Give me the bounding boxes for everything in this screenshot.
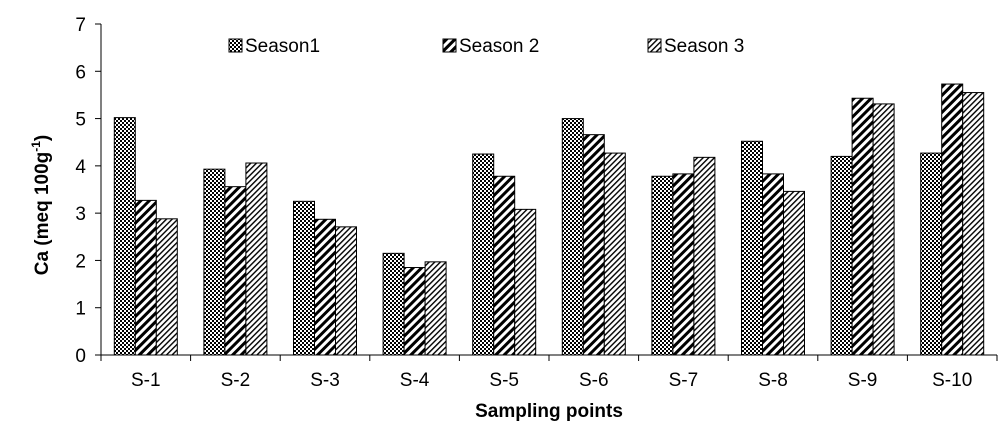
bar-season-3-s-3 bbox=[335, 226, 357, 356]
bar-season1-s-4 bbox=[382, 252, 405, 356]
bar-season-2-s-3 bbox=[314, 218, 336, 356]
bar-season-3-s-2 bbox=[245, 162, 268, 356]
x-tick-label: S-3 bbox=[310, 370, 340, 391]
bar-season-2-s-10 bbox=[941, 83, 964, 356]
x-tick-label: S-10 bbox=[932, 370, 972, 391]
x-tick-label: S-6 bbox=[579, 370, 609, 391]
bar-season-3-s-7 bbox=[693, 156, 716, 356]
y-tick-label: 5 bbox=[75, 110, 86, 131]
legend-swatch bbox=[647, 38, 662, 53]
x-axis: S-1 S-2 S-3 S-4 S-5 S-6 S-7 S-8 S-9 S-10 bbox=[100, 354, 998, 391]
bar-season1-s-10 bbox=[920, 152, 943, 356]
bar-season1-s-1 bbox=[113, 117, 136, 356]
x-tick-label: S-5 bbox=[489, 370, 519, 391]
y-tick-label: 3 bbox=[75, 204, 86, 225]
y-tick-label: 6 bbox=[75, 62, 86, 83]
y-tick-label: 4 bbox=[75, 157, 86, 178]
x-tick-label: S-8 bbox=[758, 370, 788, 391]
bar-season1-s-5 bbox=[472, 153, 495, 356]
bars bbox=[113, 83, 985, 356]
bar-season-2-s-8 bbox=[762, 173, 784, 356]
bar-season-3-s-1 bbox=[155, 218, 178, 356]
y-axis-title-main: Ca (meq 100g bbox=[32, 152, 53, 276]
bar-season-3-s-6 bbox=[603, 152, 626, 356]
y-tick-label: 0 bbox=[75, 346, 86, 367]
legend-swatch bbox=[442, 38, 457, 53]
y-tick-label: 1 bbox=[75, 299, 86, 320]
x-tick-label: S-2 bbox=[221, 370, 251, 391]
y-tick-label: 7 bbox=[75, 15, 86, 36]
bar-season-2-s-2 bbox=[224, 186, 247, 356]
bar-season-2-s-1 bbox=[134, 199, 157, 356]
bar-season-3-s-4 bbox=[424, 261, 447, 356]
y-axis: 0 1 2 3 4 5 6 7 bbox=[75, 15, 102, 367]
y-axis-title-superscript: -1 bbox=[29, 141, 43, 152]
y-axis-title-close: ) bbox=[32, 135, 53, 141]
bar-season-3-s-5 bbox=[514, 208, 537, 356]
bar-season1-s-8 bbox=[741, 140, 763, 356]
bar-season1-s-7 bbox=[651, 175, 674, 356]
bar-season-3-s-10 bbox=[962, 92, 985, 356]
bar-season-2-s-7 bbox=[672, 173, 695, 356]
bar-season1-s-3 bbox=[293, 200, 315, 356]
bar-season-3-s-9 bbox=[872, 103, 895, 356]
legend: Season1 Season 2 Season 3 bbox=[228, 36, 744, 57]
bar-season1-s-6 bbox=[561, 118, 584, 356]
y-tick-label: 2 bbox=[75, 251, 86, 272]
bar-season-2-s-9 bbox=[851, 97, 874, 356]
y-axis-title: Ca (meq 100g-1) bbox=[29, 135, 53, 276]
legend-label: Season1 bbox=[245, 36, 320, 57]
legend-swatch bbox=[228, 38, 243, 53]
x-tick-label: S-4 bbox=[400, 370, 430, 391]
bar-season-3-s-8 bbox=[783, 190, 805, 356]
bar-season-2-s-5 bbox=[493, 175, 516, 356]
bar-season1-s-2 bbox=[203, 168, 226, 356]
x-axis-title: Sampling points bbox=[475, 401, 623, 422]
x-tick-label: S-9 bbox=[848, 370, 878, 391]
legend-label: Season 3 bbox=[664, 36, 744, 57]
bar-season1-s-9 bbox=[830, 155, 853, 356]
bar-season-2-s-4 bbox=[403, 267, 426, 356]
x-tick-label: S-7 bbox=[669, 370, 699, 391]
legend-label: Season 2 bbox=[459, 36, 539, 57]
bar-season-2-s-6 bbox=[582, 134, 605, 356]
x-tick-label: S-1 bbox=[131, 370, 161, 391]
